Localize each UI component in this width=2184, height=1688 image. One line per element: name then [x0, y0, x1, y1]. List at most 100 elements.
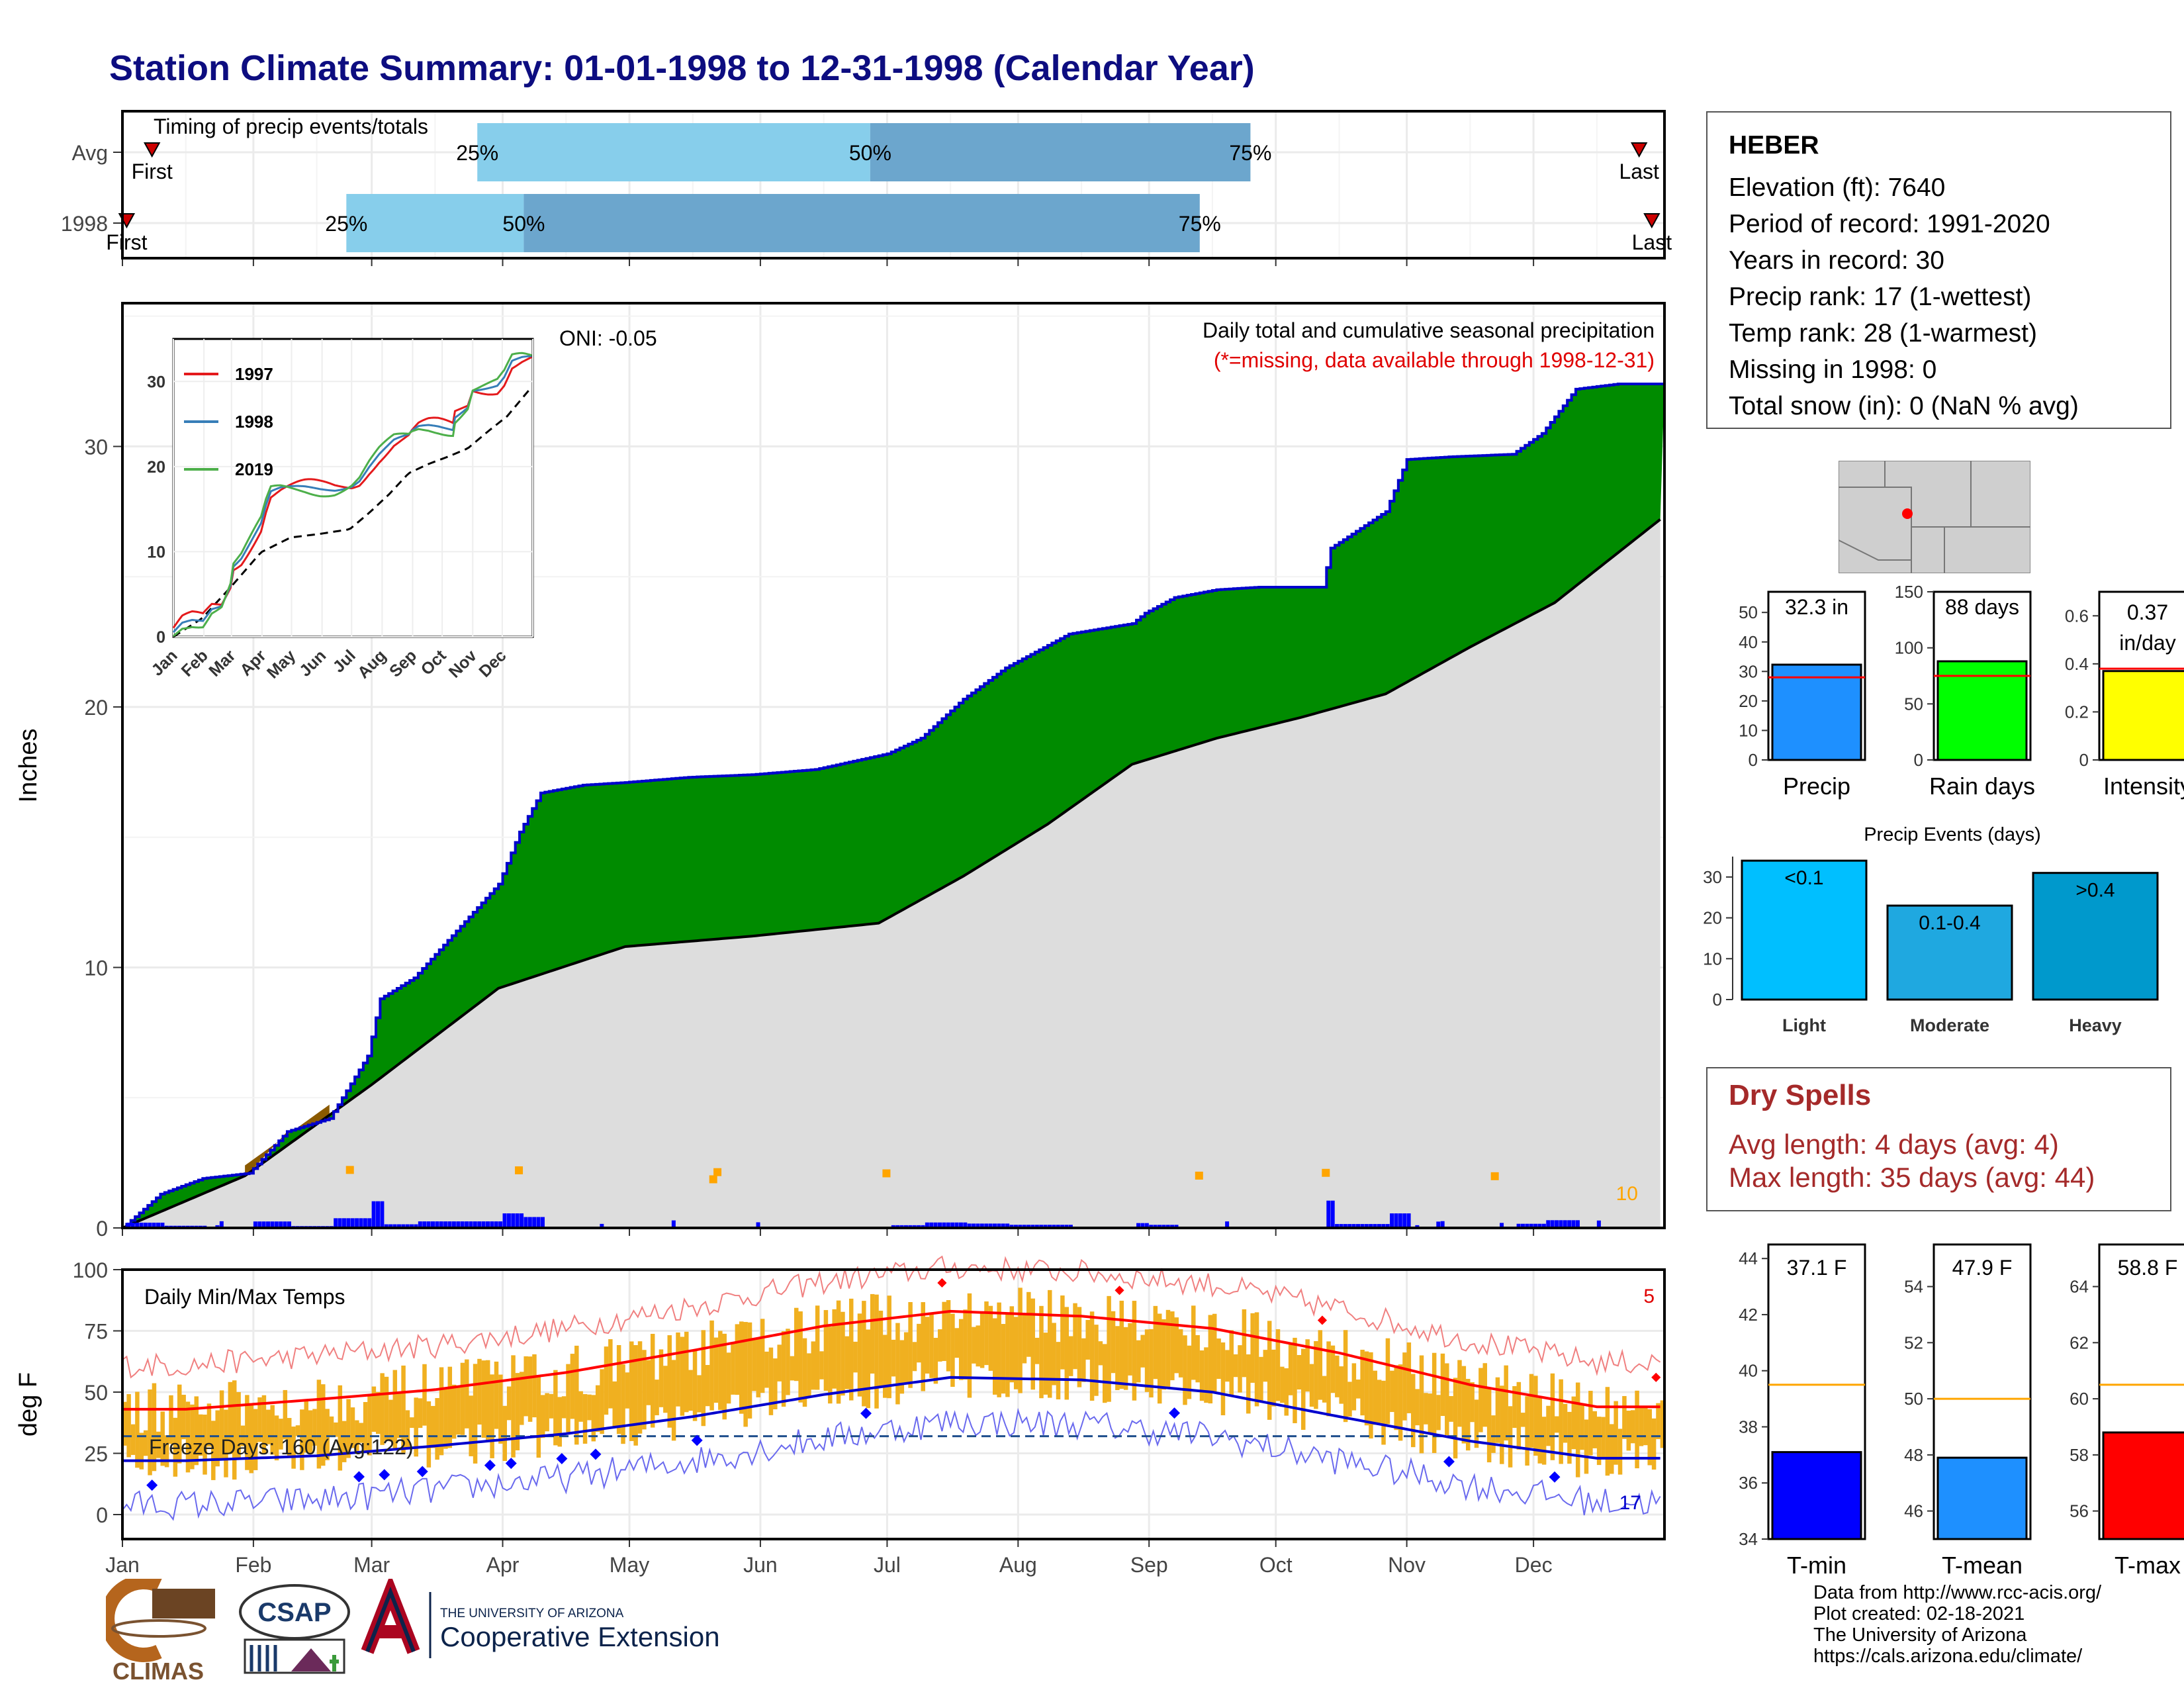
daily-temp-bar [887, 1295, 891, 1399]
timing-bar-first-half [346, 194, 524, 252]
daily-precip-bar [443, 1221, 448, 1228]
daily-temp-bar [1174, 1317, 1179, 1374]
daily-temp-bar [1614, 1401, 1618, 1465]
daily-precip-bar [1330, 1200, 1335, 1228]
daily-temp-bar [1195, 1335, 1200, 1383]
daily-temp-bar [367, 1395, 372, 1456]
daily-temp-bar [325, 1409, 330, 1460]
daily-temp-bar [1288, 1342, 1293, 1395]
daily-temp-bar [764, 1351, 769, 1388]
summary-1-y-tick-label: 150 [1895, 583, 1923, 602]
record-low-marker [484, 1460, 496, 1472]
month-label: Jul [874, 1553, 901, 1577]
daily-precip-bar [502, 1213, 507, 1228]
daily-temp-bar [958, 1319, 964, 1380]
daily-temp-bar [1500, 1385, 1504, 1464]
daily-precip-bar [1030, 1225, 1035, 1228]
daily-precip-bar [1369, 1224, 1373, 1228]
daily-precip-bar [1013, 1225, 1018, 1228]
daily-temp-bar [786, 1329, 790, 1395]
summary-1-y-tick-label: 100 [1895, 638, 1923, 658]
daily-precip-bar [1373, 1224, 1377, 1228]
daily-temp-bar [447, 1366, 453, 1448]
daily-precip-bar [456, 1221, 461, 1228]
daily-precip-bar [946, 1222, 950, 1228]
daily-temp-bar [1415, 1389, 1420, 1426]
daily-temp-bar [384, 1376, 389, 1441]
daily-temp-bar [1098, 1341, 1103, 1366]
summary-1-y-tick-label: 50 [1904, 694, 1923, 714]
daily-precip-bar [1559, 1220, 1563, 1228]
daily-temp-bar [485, 1360, 490, 1441]
daily-precip-bar [414, 1224, 418, 1228]
daily-temp-bar [557, 1397, 563, 1447]
precip-plot-border [121, 302, 1666, 1229]
daily-temp-bar [1326, 1341, 1331, 1417]
record-min-line [122, 1407, 1661, 1521]
temp-panel-label: Daily Min/Max Temps [144, 1285, 345, 1309]
daily-temp-bar [587, 1394, 592, 1421]
temp-bar-0-y-tick-label: 34 [1739, 1529, 1758, 1549]
daily-temp-bar [709, 1320, 714, 1411]
daily-precip-bar [152, 1223, 156, 1228]
daily-temp-bar [1064, 1307, 1069, 1400]
daily-temp-bar [506, 1386, 512, 1421]
heavy-event-marker [1322, 1168, 1330, 1177]
daily-precip-bar [1064, 1225, 1069, 1228]
daily-temp-bar [135, 1391, 140, 1468]
daily-temp-bar [608, 1339, 613, 1409]
daily-precip-bar [367, 1218, 372, 1228]
daily-precip-bar [1140, 1223, 1145, 1228]
daily-temp-bar [456, 1387, 461, 1435]
daily-precip-bar [426, 1221, 431, 1228]
daily-temp-bar [659, 1349, 664, 1407]
daily-precip-bar [1390, 1213, 1394, 1228]
daily-temp-bar [637, 1341, 643, 1434]
daily-temp-bar [1529, 1374, 1534, 1448]
daily-temp-bar [1440, 1353, 1445, 1417]
daily-temp-bar [1161, 1319, 1166, 1390]
daily-temp-bar [148, 1389, 152, 1476]
last-event-marker [1643, 213, 1661, 229]
summary-value-label: 0.37 [2127, 600, 2168, 624]
daily-temp-bar [1250, 1313, 1255, 1383]
temp-bar-1-y-tick-label: 48 [1904, 1445, 1923, 1465]
daily-precip-bar [899, 1225, 904, 1228]
daily-precip-bar [279, 1221, 283, 1228]
daily-precip-bar [1001, 1223, 1005, 1228]
daily-precip-bar [253, 1221, 257, 1228]
daily-temp-bar [815, 1305, 820, 1390]
daily-precip-bar [600, 1223, 604, 1228]
daily-precip-bar [908, 1225, 913, 1228]
summary-value-label: in/day [2119, 631, 2175, 655]
daily-temp-bar [1343, 1330, 1348, 1423]
daily-temp-bar [844, 1336, 850, 1389]
daily-temp-bar [823, 1310, 829, 1391]
daily-temp-bar [1656, 1403, 1661, 1440]
daily-precip-bar [270, 1221, 275, 1228]
daily-precip-bar [1563, 1220, 1567, 1228]
daily-temp-bar [676, 1332, 680, 1407]
daily-precip-bar [392, 1224, 397, 1228]
daily-precip-bar [359, 1218, 363, 1228]
daily-temp-bar [1639, 1406, 1644, 1446]
daily-precip-bar [511, 1213, 516, 1228]
daily-precip-bar [1381, 1224, 1386, 1228]
daily-precip-bar [139, 1223, 144, 1228]
daily-temp-bar [465, 1359, 469, 1429]
precip-event-category: Heavy [2069, 1015, 2122, 1035]
daily-temp-bar [1445, 1363, 1449, 1436]
daily-temp-bar [1449, 1396, 1453, 1422]
daily-temp-bar [1567, 1411, 1572, 1464]
temp-bar-1-y-tick-label: 50 [1904, 1389, 1923, 1409]
last-event-label: Last [1632, 230, 1672, 254]
daily-temp-bar [832, 1309, 837, 1389]
summary-bars: 0 10 20 30 40 50 Precip 32.3 in 0 50 100 150 Rain da… [1739, 583, 2184, 800]
daily-temp-bar [811, 1341, 816, 1390]
daily-precip-bar [1043, 1225, 1048, 1228]
daily-precip-bar [1157, 1225, 1161, 1228]
daily-temp-bar [655, 1380, 659, 1415]
daily-temp-bar [1563, 1403, 1568, 1443]
daily-temp-bar [1470, 1382, 1475, 1423]
